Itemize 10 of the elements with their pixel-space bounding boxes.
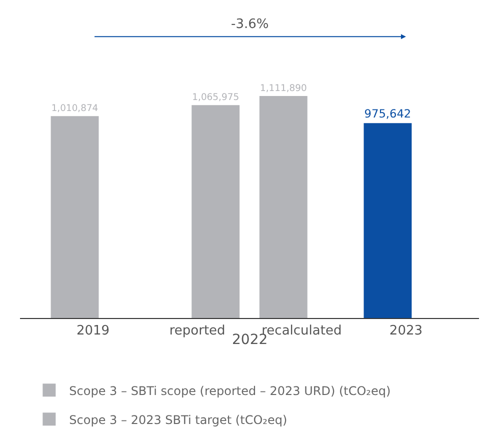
x-tick-label: reported bbox=[169, 324, 226, 339]
x-tick-label: 2023 bbox=[389, 324, 423, 339]
x-tick-label: 2019 bbox=[76, 324, 110, 339]
data-label: 1,010,874 bbox=[51, 102, 98, 114]
legend-label: Scope 3 – 2023 SBTi target (tCO₂eq) bbox=[69, 412, 288, 427]
text: -3.6% bbox=[231, 17, 269, 32]
data-label: 1,111,890 bbox=[260, 82, 307, 94]
data-label: 1,065,975 bbox=[192, 92, 240, 103]
legend-label: Scope 3 – SBTi scope (reported – 2023 URD) (tCO₂eq) bbox=[69, 384, 391, 398]
data-label: 975,642 bbox=[364, 106, 412, 120]
